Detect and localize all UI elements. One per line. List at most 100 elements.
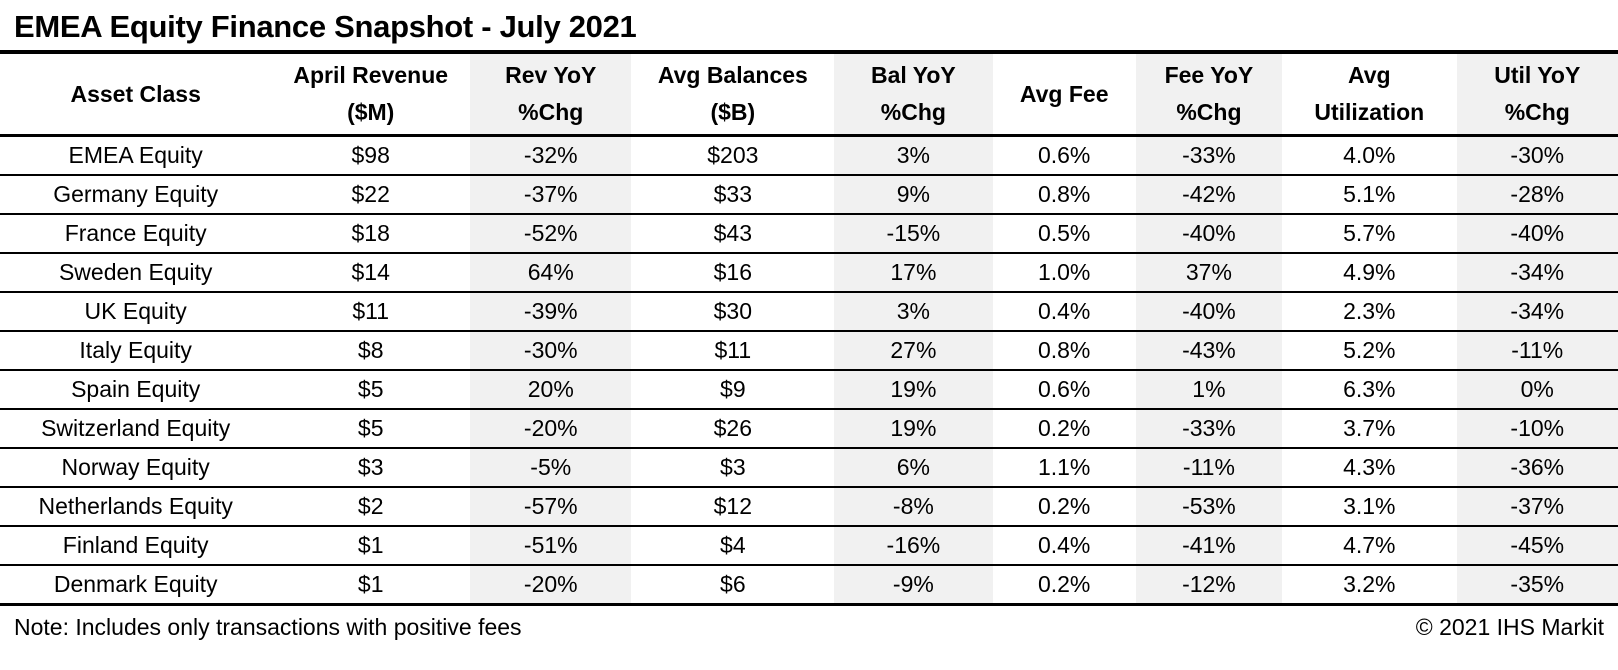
- cell-fee-yoy: -43%: [1135, 331, 1283, 371]
- cell-avg-utilization: 5.1%: [1282, 175, 1457, 215]
- cell-avg-utilization: 4.3%: [1282, 448, 1457, 488]
- cell-bal-yoy: -15%: [834, 214, 993, 254]
- col-header-fee-yoy: Fee YoY %Chg: [1135, 54, 1283, 137]
- cell-bal-yoy: 19%: [834, 370, 993, 410]
- cell-bal-yoy: -8%: [834, 487, 993, 527]
- cell-avg-balances: $6: [631, 565, 835, 606]
- cell-april-revenue: $5: [271, 370, 471, 410]
- cell-util-yoy: -40%: [1456, 214, 1618, 254]
- cell-util-yoy: -36%: [1456, 448, 1618, 488]
- cell-rev-yoy: -20%: [470, 565, 632, 606]
- cell-avg-utilization: 4.7%: [1282, 526, 1457, 566]
- table-row: Denmark Equity $1 -20% $6 -9% 0.2% -12% …: [0, 565, 1618, 606]
- cell-avg-fee: 0.5%: [992, 214, 1136, 254]
- cell-avg-fee: 0.2%: [992, 409, 1136, 449]
- table-row: Norway Equity $3 -5% $3 6% 1.1% -11% 4.3…: [0, 448, 1618, 488]
- table-row: EMEA Equity $98 -32% $203 3% 0.6% -33% 4…: [0, 135, 1618, 176]
- cell-avg-balances: $12: [631, 487, 835, 527]
- cell-avg-utilization: 3.2%: [1282, 565, 1457, 606]
- cell-bal-yoy: -9%: [834, 565, 993, 606]
- table-row: France Equity $18 -52% $43 -15% 0.5% -40…: [0, 214, 1618, 254]
- cell-rev-yoy: 64%: [470, 253, 632, 293]
- col-header-avg-balances: Avg Balances ($B): [631, 54, 835, 137]
- cell-fee-yoy: -33%: [1135, 409, 1283, 449]
- cell-util-yoy: -30%: [1456, 135, 1618, 176]
- cell-april-revenue: $5: [271, 409, 471, 449]
- cell-april-revenue: $98: [271, 135, 471, 176]
- cell-bal-yoy: 17%: [834, 253, 993, 293]
- cell-fee-yoy: -12%: [1135, 565, 1283, 606]
- table-row: Germany Equity $22 -37% $33 9% 0.8% -42%…: [0, 175, 1618, 215]
- cell-rev-yoy: -30%: [470, 331, 632, 371]
- cell-avg-balances: $9: [631, 370, 835, 410]
- footer: Note: Includes only transactions with po…: [0, 606, 1618, 641]
- cell-bal-yoy: 27%: [834, 331, 993, 371]
- cell-util-yoy: -28%: [1456, 175, 1618, 215]
- cell-fee-yoy: -41%: [1135, 526, 1283, 566]
- table-row: Switzerland Equity $5 -20% $26 19% 0.2% …: [0, 409, 1618, 449]
- cell-util-yoy: -45%: [1456, 526, 1618, 566]
- cell-util-yoy: -10%: [1456, 409, 1618, 449]
- cell-util-yoy: -37%: [1456, 487, 1618, 527]
- cell-avg-utilization: 2.3%: [1282, 292, 1457, 332]
- cell-avg-balances: $203: [631, 135, 835, 176]
- cell-avg-utilization: 6.3%: [1282, 370, 1457, 410]
- cell-avg-utilization: 5.7%: [1282, 214, 1457, 254]
- cell-rev-yoy: -39%: [470, 292, 632, 332]
- cell-asset-class: Italy Equity: [0, 331, 272, 371]
- cell-april-revenue: $14: [271, 253, 471, 293]
- table-body: EMEA Equity $98 -32% $203 3% 0.6% -33% 4…: [0, 135, 1618, 606]
- cell-april-revenue: $8: [271, 331, 471, 371]
- table-row: Sweden Equity $14 64% $16 17% 1.0% 37% 4…: [0, 253, 1618, 293]
- snapshot-table: Asset Class April Revenue ($M) Rev YoY %…: [0, 54, 1618, 606]
- cell-avg-fee: 0.4%: [992, 292, 1136, 332]
- cell-asset-class: EMEA Equity: [0, 135, 272, 176]
- col-header-avg-utilization: Avg Utilization: [1282, 54, 1457, 137]
- cell-avg-utilization: 3.1%: [1282, 487, 1457, 527]
- cell-april-revenue: $1: [271, 565, 471, 606]
- cell-avg-fee: 0.2%: [992, 487, 1136, 527]
- cell-april-revenue: $18: [271, 214, 471, 254]
- cell-asset-class: Sweden Equity: [0, 253, 272, 293]
- cell-rev-yoy: -32%: [470, 135, 632, 176]
- cell-avg-fee: 0.2%: [992, 565, 1136, 606]
- cell-rev-yoy: -51%: [470, 526, 632, 566]
- cell-asset-class: France Equity: [0, 214, 272, 254]
- cell-bal-yoy: 9%: [834, 175, 993, 215]
- cell-avg-balances: $43: [631, 214, 835, 254]
- cell-rev-yoy: -20%: [470, 409, 632, 449]
- cell-rev-yoy: -57%: [470, 487, 632, 527]
- table-row: UK Equity $11 -39% $30 3% 0.4% -40% 2.3%…: [0, 292, 1618, 332]
- cell-avg-fee: 1.1%: [992, 448, 1136, 488]
- cell-avg-utilization: 5.2%: [1282, 331, 1457, 371]
- cell-asset-class: Spain Equity: [0, 370, 272, 410]
- cell-avg-utilization: 3.7%: [1282, 409, 1457, 449]
- cell-asset-class: UK Equity: [0, 292, 272, 332]
- cell-bal-yoy: 19%: [834, 409, 993, 449]
- table-row: Italy Equity $8 -30% $11 27% 0.8% -43% 5…: [0, 331, 1618, 371]
- cell-april-revenue: $3: [271, 448, 471, 488]
- cell-avg-fee: 0.6%: [992, 370, 1136, 410]
- cell-avg-balances: $3: [631, 448, 835, 488]
- cell-avg-balances: $33: [631, 175, 835, 215]
- cell-util-yoy: 0%: [1456, 370, 1618, 410]
- cell-avg-fee: 0.8%: [992, 175, 1136, 215]
- cell-april-revenue: $2: [271, 487, 471, 527]
- cell-avg-fee: 1.0%: [992, 253, 1136, 293]
- cell-bal-yoy: 3%: [834, 292, 993, 332]
- col-header-asset-class: Asset Class: [0, 54, 272, 137]
- cell-util-yoy: -34%: [1456, 253, 1618, 293]
- table-header-row: Asset Class April Revenue ($M) Rev YoY %…: [0, 54, 1618, 137]
- cell-fee-yoy: 1%: [1135, 370, 1283, 410]
- cell-fee-yoy: -42%: [1135, 175, 1283, 215]
- cell-avg-fee: 0.4%: [992, 526, 1136, 566]
- cell-april-revenue: $11: [271, 292, 471, 332]
- table-row: Netherlands Equity $2 -57% $12 -8% 0.2% …: [0, 487, 1618, 527]
- cell-april-revenue: $1: [271, 526, 471, 566]
- cell-rev-yoy: 20%: [470, 370, 632, 410]
- footnote: Note: Includes only transactions with po…: [14, 614, 522, 640]
- copyright: © 2021 IHS Markit: [1415, 614, 1604, 640]
- col-header-util-yoy: Util YoY %Chg: [1456, 54, 1618, 137]
- cell-asset-class: Germany Equity: [0, 175, 272, 215]
